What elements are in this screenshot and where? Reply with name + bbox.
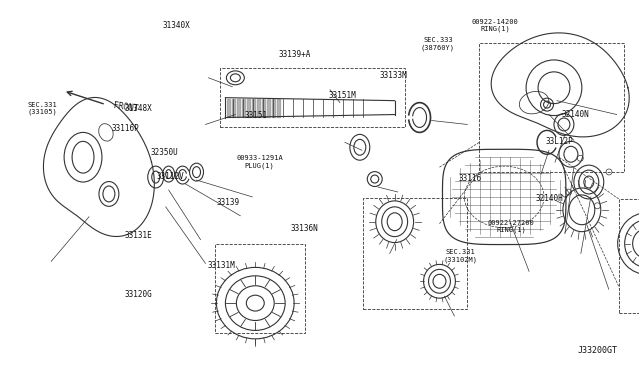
Text: 00922-14200
RING(1): 00922-14200 RING(1): [472, 19, 518, 32]
Text: 33L12P: 33L12P: [545, 137, 573, 146]
Text: SEC.331
(33105): SEC.331 (33105): [28, 102, 58, 115]
Text: 33131E: 33131E: [125, 231, 152, 240]
Text: 31340X: 31340X: [163, 21, 191, 30]
Text: 33116P: 33116P: [112, 124, 140, 133]
Text: 00922-27200
RING(1): 00922-27200 RING(1): [488, 220, 534, 233]
Text: 32140H: 32140H: [536, 195, 563, 203]
Text: SEC.333
(38760Y): SEC.333 (38760Y): [421, 37, 455, 51]
Bar: [619, 199, 640, 313]
Text: 33112V: 33112V: [156, 172, 184, 181]
Text: 33133M: 33133M: [380, 71, 407, 80]
Text: 33139: 33139: [216, 198, 239, 207]
Text: 32350U: 32350U: [150, 148, 178, 157]
Bar: [363, 198, 467, 309]
Text: 33151M: 33151M: [328, 91, 356, 100]
Bar: [479, 43, 623, 172]
Text: J33200GT: J33200GT: [577, 346, 617, 355]
Text: 32140N: 32140N: [561, 109, 589, 119]
Text: FRONT: FRONT: [113, 102, 139, 114]
Text: 33151: 33151: [244, 111, 268, 121]
Text: 33120G: 33120G: [125, 291, 152, 299]
Text: 33136N: 33136N: [290, 224, 318, 233]
Text: 33139+A: 33139+A: [278, 51, 310, 60]
Text: 00933-1291A
PLUG(1): 00933-1291A PLUG(1): [236, 155, 283, 169]
Text: SEC.331
(33102M): SEC.331 (33102M): [443, 249, 477, 263]
Bar: [220, 68, 404, 128]
Text: 33116: 33116: [458, 174, 481, 183]
Text: 33131M: 33131M: [207, 261, 235, 270]
Bar: [216, 244, 305, 333]
Text: 31348X: 31348X: [125, 104, 152, 113]
